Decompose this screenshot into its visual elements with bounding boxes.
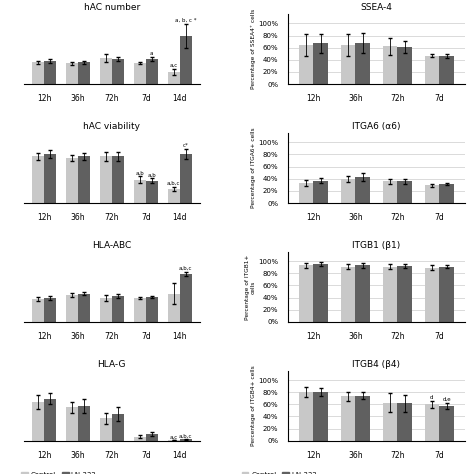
Bar — [134, 298, 146, 322]
Text: a, b, c *: a, b, c * — [175, 18, 196, 23]
Bar — [356, 396, 370, 441]
Bar — [44, 154, 56, 203]
Bar — [341, 396, 356, 441]
Bar — [78, 62, 90, 84]
Bar — [134, 180, 146, 203]
Title: HLA-G: HLA-G — [98, 360, 126, 369]
Bar — [313, 44, 328, 84]
Bar — [146, 297, 158, 322]
Bar — [44, 399, 56, 441]
Bar — [313, 181, 328, 203]
Text: a,b,c: a,b,c — [179, 266, 192, 271]
Bar — [134, 64, 146, 84]
Text: d,e: d,e — [442, 397, 451, 401]
Bar — [341, 45, 356, 84]
Bar — [313, 264, 328, 322]
Bar — [425, 268, 439, 322]
Text: c*: c* — [183, 144, 189, 148]
Bar — [168, 440, 180, 441]
Bar — [397, 47, 412, 84]
Bar — [100, 419, 112, 441]
Text: a,c: a,c — [170, 63, 178, 68]
Bar — [100, 298, 112, 322]
Text: a,b,c: a,b,c — [179, 434, 192, 439]
Bar — [168, 293, 180, 322]
Bar — [146, 434, 158, 441]
Bar — [341, 179, 356, 203]
Bar — [146, 181, 158, 203]
Bar — [313, 392, 328, 441]
Bar — [112, 59, 124, 84]
Bar — [44, 298, 56, 322]
Bar — [397, 266, 412, 322]
Bar — [439, 184, 454, 203]
Y-axis label: Percentage of ITGB1+
cells: Percentage of ITGB1+ cells — [245, 254, 255, 319]
Title: hAC viability: hAC viability — [83, 122, 140, 131]
Bar — [134, 437, 146, 441]
Legend: Control, LN 332: Control, LN 332 — [18, 469, 99, 474]
Bar — [66, 158, 78, 203]
Bar — [383, 46, 397, 84]
Title: HLA-ABC: HLA-ABC — [92, 241, 131, 250]
Y-axis label: Percentage of ITGA6+ cells: Percentage of ITGA6+ cells — [251, 128, 255, 209]
Y-axis label: Percentage of ITGB4+ cells: Percentage of ITGB4+ cells — [251, 365, 255, 446]
Title: SSEA-4: SSEA-4 — [360, 3, 392, 12]
Bar — [78, 406, 90, 441]
Title: hAC number: hAC number — [84, 3, 140, 12]
Bar — [356, 265, 370, 322]
Bar — [383, 181, 397, 203]
Title: ITGA6 (α6): ITGA6 (α6) — [352, 122, 401, 131]
Title: ITGB4 (β4): ITGB4 (β4) — [352, 360, 401, 369]
Bar — [180, 274, 191, 322]
Text: a: a — [150, 51, 154, 56]
Bar — [32, 299, 44, 322]
Bar — [425, 55, 439, 84]
Bar — [439, 56, 454, 84]
Bar — [112, 296, 124, 322]
Bar — [32, 156, 44, 203]
Bar — [66, 407, 78, 441]
Bar — [168, 189, 180, 203]
Bar — [32, 62, 44, 84]
Bar — [299, 183, 313, 203]
Bar — [425, 185, 439, 203]
Bar — [78, 156, 90, 203]
Bar — [383, 402, 397, 441]
Bar — [180, 439, 191, 441]
Bar — [180, 36, 191, 84]
Text: a,b: a,b — [147, 173, 156, 177]
Bar — [146, 59, 158, 84]
Bar — [356, 43, 370, 84]
Legend: Control, LN 332: Control, LN 332 — [239, 469, 319, 474]
Text: a,b,c: a,b,c — [167, 181, 181, 186]
Bar — [439, 266, 454, 322]
Bar — [78, 293, 90, 322]
Bar — [100, 156, 112, 203]
Bar — [397, 403, 412, 441]
Text: a,b: a,b — [136, 171, 144, 175]
Bar — [32, 402, 44, 441]
Bar — [100, 58, 112, 84]
Bar — [439, 406, 454, 441]
Bar — [397, 181, 412, 203]
Bar — [66, 295, 78, 322]
Bar — [112, 156, 124, 203]
Title: ITGB1 (β1): ITGB1 (β1) — [352, 241, 401, 250]
Y-axis label: Percentage of SSEA4⁺ cells: Percentage of SSEA4⁺ cells — [250, 9, 255, 89]
Text: d: d — [430, 395, 434, 400]
Bar — [299, 45, 313, 84]
Bar — [341, 266, 356, 322]
Bar — [383, 266, 397, 322]
Bar — [168, 72, 180, 84]
Bar — [180, 154, 191, 203]
Bar — [112, 414, 124, 441]
Bar — [66, 64, 78, 84]
Bar — [425, 404, 439, 441]
Text: a,c: a,c — [170, 435, 178, 439]
Bar — [299, 265, 313, 322]
Bar — [299, 392, 313, 441]
Bar — [356, 177, 370, 203]
Bar — [44, 61, 56, 84]
